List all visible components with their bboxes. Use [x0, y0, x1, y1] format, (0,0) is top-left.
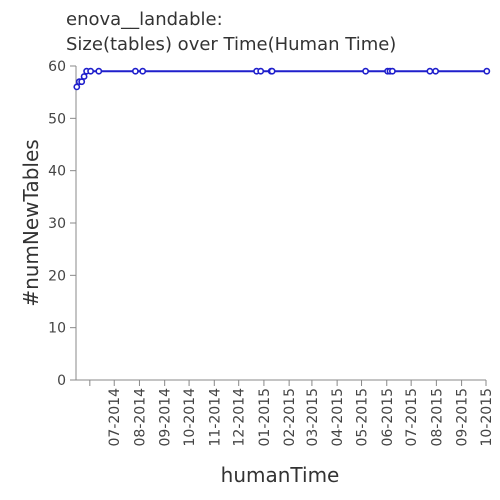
- x-tick-label-5: 11-2014: [207, 388, 223, 447]
- y-tick-label-3: 30: [48, 216, 66, 232]
- data-point-17: [426, 67, 434, 75]
- data-point-13: [362, 67, 369, 75]
- x-tick-label-6: 12-2014: [232, 388, 248, 447]
- x-tick-label-12: 06-2015: [380, 388, 396, 447]
- x-tick-label-4: 10-2014: [182, 388, 198, 447]
- y-tick-label-5: 50: [48, 111, 66, 127]
- y-axis-label: #numNewTables: [19, 139, 43, 306]
- data-point-8: [139, 67, 147, 75]
- x-tick-label-10: 04-2015: [330, 388, 346, 447]
- x-tick-label-13: 07-2015: [404, 388, 420, 447]
- y-ticks: 0 10 20 30 40 50 60: [48, 59, 76, 389]
- chart-title-line-1: enova__landable:: [66, 9, 223, 30]
- x-ticks: 07-2014 08-2014 09-2014 10-2014 11-2014 12-20…: [89, 380, 495, 447]
- data-point-10: [257, 67, 265, 75]
- x-tick-label-15: 09-2015: [455, 388, 471, 447]
- y-tick-label-0: 0: [57, 373, 66, 389]
- data-point-19: [483, 67, 491, 75]
- chart-axes: [75, 66, 486, 381]
- x-tick-label-8: 02-2015: [282, 388, 298, 447]
- y-tick-label-4: 40: [48, 164, 66, 180]
- data-point-18: [432, 67, 439, 75]
- x-tick-label-7: 01-2015: [257, 388, 273, 447]
- data-point-7: [131, 67, 139, 75]
- y-tick-label-6: 60: [48, 59, 66, 75]
- x-tick-label-16: 10-2015: [479, 388, 495, 447]
- data-point-3: [80, 73, 88, 80]
- y-tick-label-1: 10: [48, 321, 66, 337]
- series-layer: [73, 67, 491, 91]
- x-tick-label-1: 07-2014: [107, 388, 123, 447]
- x-tick-label-9: 03-2015: [305, 388, 321, 447]
- data-point-16: [388, 67, 396, 75]
- x-tick-label-11: 05-2015: [355, 388, 371, 447]
- data-point-2: [78, 78, 86, 86]
- data-point-0: [73, 83, 81, 91]
- data-point-6: [95, 67, 103, 75]
- x-axis-label: humanTime: [221, 463, 340, 487]
- x-tick-label-2: 08-2014: [132, 388, 148, 447]
- chart-title-line-2: Size(tables) over Time(Human Time): [66, 34, 396, 55]
- data-point-5: [87, 67, 94, 75]
- y-tick-label-2: 20: [48, 268, 66, 284]
- series-line-0: [75, 70, 487, 88]
- data-point-12: [268, 67, 276, 75]
- x-tick-label-3: 09-2014: [158, 388, 174, 447]
- x-tick-label-14: 08-2015: [429, 388, 445, 447]
